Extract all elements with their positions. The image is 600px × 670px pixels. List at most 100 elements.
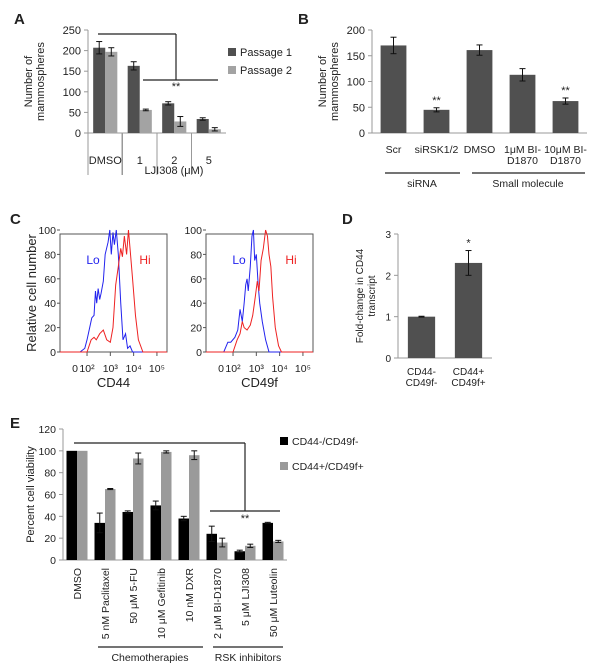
bar bbox=[139, 109, 152, 133]
y-tick-label: 2 bbox=[385, 271, 391, 282]
y-axis-label: Number of bbox=[23, 55, 35, 107]
legend-label: CD44+/CD49f+ bbox=[292, 461, 364, 473]
y-tick-label: 150 bbox=[63, 66, 81, 78]
x-tick-label: DMSO bbox=[464, 144, 496, 156]
group-label: LJI308 (μM) bbox=[145, 165, 204, 177]
y-tick-label: 20 bbox=[190, 323, 202, 335]
group-label: siRNA bbox=[407, 178, 437, 190]
y-tick-label: 0 bbox=[359, 128, 365, 140]
group-label: Small molecule bbox=[492, 178, 563, 190]
bar bbox=[196, 118, 209, 133]
bar bbox=[509, 74, 536, 133]
panel-letter: B bbox=[298, 11, 309, 28]
y-axis-label: mammospheres bbox=[35, 42, 47, 121]
y-tick-label: 0 bbox=[75, 128, 81, 140]
y-axis-label: transcript bbox=[367, 275, 378, 316]
y-tick-label: 200 bbox=[347, 25, 365, 37]
x-tick-label: 10⁵ bbox=[149, 363, 165, 375]
x-axis-label: CD44 bbox=[97, 375, 130, 390]
x-tick-label: 10 nM DXR bbox=[184, 568, 196, 623]
bar bbox=[423, 109, 450, 133]
bar bbox=[162, 103, 175, 133]
x-tick-label: DMSO bbox=[89, 155, 122, 167]
y-tick-label: 50 bbox=[353, 102, 365, 114]
panel-letter: E bbox=[10, 415, 20, 432]
x-tick-label: 10³ bbox=[103, 363, 119, 375]
x-tick-label: 5 nM Paclitaxel bbox=[100, 568, 112, 639]
group-label: Chemotherapies bbox=[111, 652, 188, 664]
y-tick-label: 80 bbox=[44, 468, 56, 480]
y-tick-label: 100 bbox=[38, 446, 56, 458]
bar bbox=[189, 455, 200, 560]
y-tick-label: 100 bbox=[347, 77, 365, 89]
x-tick-label: 0 bbox=[218, 363, 224, 375]
bar bbox=[552, 101, 579, 133]
y-tick-label: 120 bbox=[38, 424, 56, 436]
y-tick-label: 50 bbox=[69, 107, 81, 119]
significance-label: ** bbox=[241, 513, 250, 525]
y-tick-label: 80 bbox=[44, 249, 56, 261]
y-tick-label: 100 bbox=[38, 225, 56, 237]
legend-label: CD44-/CD49f- bbox=[292, 436, 359, 448]
y-tick-label: 250 bbox=[63, 25, 81, 37]
x-tick-label: CD49f- bbox=[406, 378, 438, 389]
population-label: Hi bbox=[139, 253, 150, 267]
x-tick-label: 10² bbox=[225, 363, 241, 375]
histogram-lo bbox=[206, 229, 313, 353]
x-tick-label: 50 μM 5-FU bbox=[128, 568, 140, 624]
bar bbox=[127, 65, 140, 133]
panel-letter: A bbox=[14, 11, 25, 28]
y-tick-label: 0 bbox=[50, 347, 56, 359]
bar bbox=[454, 262, 483, 358]
x-tick-label: 10⁴ bbox=[272, 363, 288, 375]
y-tick-label: 100 bbox=[63, 87, 81, 99]
x-tick-label: CD49f+ bbox=[451, 378, 485, 389]
legend-label: Passage 2 bbox=[240, 65, 292, 77]
x-tick-label: Scr bbox=[386, 144, 402, 156]
bar bbox=[66, 450, 77, 560]
bar bbox=[93, 47, 106, 133]
population-label: Hi bbox=[285, 253, 296, 267]
x-tick-label: 10⁵ bbox=[295, 363, 311, 375]
y-tick-label: 0 bbox=[385, 354, 391, 365]
population-label: Lo bbox=[232, 253, 246, 267]
bar bbox=[217, 542, 228, 560]
bar bbox=[234, 551, 245, 560]
histogram-hi bbox=[206, 229, 313, 353]
y-axis-label: Number of bbox=[317, 55, 329, 107]
bar bbox=[77, 450, 88, 560]
y-tick-label: 100 bbox=[184, 225, 202, 237]
y-tick-label: 20 bbox=[44, 533, 56, 545]
population-label: Lo bbox=[86, 253, 100, 267]
legend-swatch bbox=[228, 66, 236, 74]
x-tick-label: 10² bbox=[79, 363, 95, 375]
y-tick-label: 1 bbox=[385, 313, 391, 324]
histogram-hi bbox=[60, 229, 167, 353]
bar bbox=[174, 121, 187, 133]
histogram-lo bbox=[60, 229, 167, 353]
x-tick-label: 10 μM Gefitinib bbox=[156, 568, 168, 639]
bar bbox=[150, 505, 161, 560]
x-tick-label: 10⁴ bbox=[126, 363, 142, 375]
x-tick-label: 50 μM Luteolin bbox=[268, 568, 280, 637]
legend-label: Passage 1 bbox=[240, 47, 292, 59]
y-tick-label: 0 bbox=[50, 555, 56, 567]
x-tick-label: 5 μM LJI308 bbox=[240, 568, 252, 626]
x-tick-label: 10μM BI- bbox=[544, 144, 587, 156]
bar bbox=[94, 522, 105, 560]
legend-swatch bbox=[280, 437, 288, 445]
significance-label: ** bbox=[172, 81, 181, 93]
x-tick-label: siRSK1/2 bbox=[415, 144, 459, 156]
y-tick-label: 40 bbox=[44, 511, 56, 523]
bar bbox=[133, 458, 144, 560]
bar bbox=[407, 316, 436, 358]
x-tick-label: CD44+ bbox=[453, 367, 485, 378]
y-axis-label: Percent cell viability bbox=[25, 446, 37, 543]
group-label: RSK inhibitors bbox=[215, 652, 282, 664]
y-tick-label: 60 bbox=[44, 490, 56, 502]
significance-label: ** bbox=[561, 85, 570, 97]
plot-frame bbox=[59, 233, 168, 353]
y-tick-label: 150 bbox=[347, 51, 365, 63]
bar bbox=[206, 533, 217, 560]
